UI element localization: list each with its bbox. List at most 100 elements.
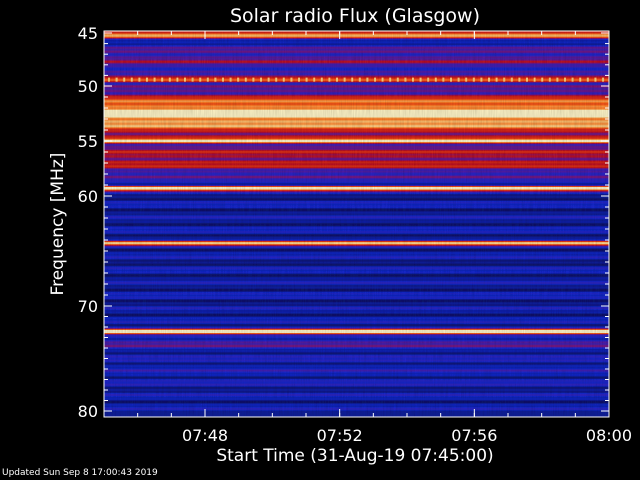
interference-dot [260, 77, 262, 82]
interference-dot [404, 77, 407, 82]
interference-dot [313, 77, 316, 82]
interference-dot [146, 77, 148, 82]
spectrum-row [104, 396, 609, 398]
spectrum-row [104, 327, 609, 329]
interference-dot [571, 77, 574, 82]
spectrum-row [104, 355, 609, 357]
spectrum-row [104, 40, 609, 42]
spectrum-row [104, 264, 609, 266]
spectrum-row [104, 52, 609, 54]
interference-dot [434, 77, 437, 82]
spectrum-row [104, 199, 609, 201]
spectrum-row [104, 207, 609, 209]
spectrum-row [104, 215, 609, 217]
spectrum-row [104, 369, 609, 371]
spectrum-row [104, 349, 609, 351]
x-axis-label: Start Time (31-Aug-19 07:45:00) [216, 446, 493, 466]
spectrum-row [104, 117, 609, 119]
spectrum-row [104, 319, 609, 321]
spectrum-row [104, 392, 609, 394]
spectrum-row [104, 323, 609, 325]
spectrum-row [104, 362, 609, 364]
spectrum-row [104, 70, 609, 72]
spectrum-row [104, 368, 609, 370]
spectrum-row [104, 301, 609, 303]
spectrum-row [104, 185, 609, 187]
interference-dot [275, 77, 278, 82]
spectrum-row [104, 162, 609, 164]
spectrum-row [104, 191, 609, 193]
spectrum-row [104, 93, 609, 95]
spectrum-row [104, 228, 609, 230]
interference-dot [358, 77, 361, 82]
interference-dot [556, 77, 559, 82]
spectrum-row [104, 271, 609, 273]
spectrum-row [104, 78, 609, 80]
spectrum-row [104, 118, 609, 120]
spectrum-row [104, 348, 609, 350]
spectrum-row [104, 286, 609, 288]
spectrum-row [104, 248, 609, 250]
spectrum-row [104, 243, 609, 245]
spectrum-row [104, 114, 609, 116]
interference-dot [138, 77, 141, 82]
spectrum-row [104, 266, 609, 268]
spectrum-row [104, 403, 609, 405]
spectrum-row [104, 314, 609, 316]
spectrum-row [104, 98, 609, 100]
spectrum-row [104, 247, 609, 249]
spectrum-row [104, 284, 609, 286]
spectrum-row [104, 313, 609, 315]
spectrum-row [104, 124, 609, 126]
spectrum-row [104, 135, 609, 137]
spectrum-row [104, 178, 609, 180]
spectrum-row [104, 324, 609, 326]
spectrum-row [104, 150, 609, 152]
interference-dot [168, 77, 171, 82]
spectrum-row [104, 231, 609, 233]
spectrum-row [104, 330, 609, 332]
spectrum-row [104, 39, 609, 41]
spectrum-row [104, 160, 609, 162]
spectrum-row [104, 202, 609, 204]
spectrum-row [104, 99, 609, 101]
spectrum-row [104, 391, 609, 393]
spectrum-row [104, 103, 609, 105]
spectrum-row [104, 168, 609, 170]
spectrum-row [104, 71, 609, 73]
spectrum-row [104, 169, 609, 171]
interference-dot [153, 77, 156, 82]
spectrum-row [104, 223, 609, 225]
spectrum-row [104, 255, 609, 257]
spectrum-row [104, 244, 609, 246]
spectrum-row [104, 32, 609, 34]
spectrum-row [104, 270, 609, 272]
spectrum-row [104, 235, 609, 237]
y-tick-label: 80 [78, 402, 98, 421]
spectrum-row [104, 195, 609, 197]
spectrum-row [104, 61, 609, 63]
spectrum-row [104, 354, 609, 356]
spectrum-row [104, 147, 609, 149]
spectrum-row [104, 383, 609, 385]
spectrum-row [104, 213, 609, 215]
spectrum-row [104, 384, 609, 386]
spectrum-row [104, 170, 609, 172]
spectrum-row [104, 54, 609, 56]
spectrum-row [104, 192, 609, 194]
spectrum-row [104, 310, 609, 312]
spectrum-row [104, 411, 609, 413]
spectrum-row [104, 161, 609, 163]
spectrum-row [104, 73, 609, 75]
spectrum-row [104, 148, 609, 150]
spectrum-row [104, 154, 609, 156]
spectrum-row [104, 358, 609, 360]
interference-dot [533, 77, 536, 82]
spectrum-row [104, 290, 609, 292]
spectrum-row [104, 209, 609, 211]
spectrum-row [104, 138, 609, 140]
plot-frame [103, 30, 610, 418]
spectrum-row [104, 232, 609, 234]
spectrum-row [104, 106, 609, 108]
interference-dot [412, 77, 414, 82]
